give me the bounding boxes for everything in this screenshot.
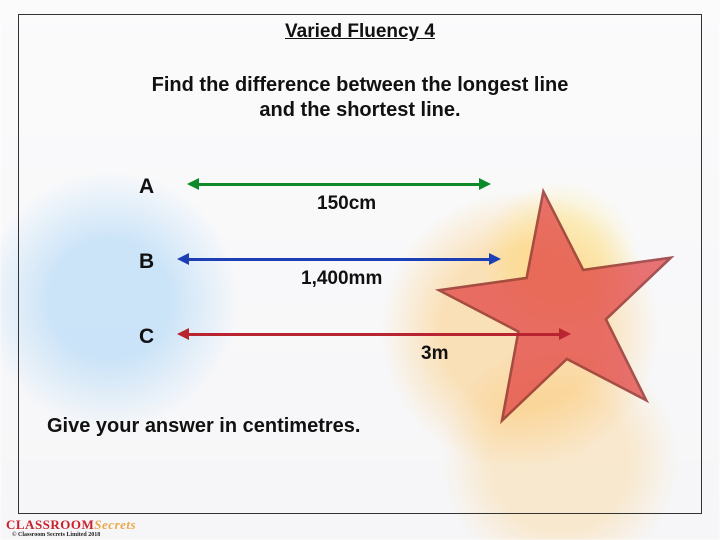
page-title: Varied Fluency 4 [19,21,701,43]
logo-word-1: CLASSROOM [6,517,94,532]
line-row-c: C 3m [139,325,581,400]
copyright-text: © Classroom Secrets Limited 2018 [12,532,100,538]
content-frame: Varied Fluency 4 Find the difference bet… [18,14,702,514]
line-a-label: A [139,175,154,199]
line-c-value: 3m [421,343,448,365]
line-b-value: 1,400mm [301,268,382,290]
line-row-a: A 150cm [139,175,581,250]
lines-container: A 150cm B 1,400mm C 3m [139,175,581,400]
answer-prompt: Give your answer in centimetres. [47,415,360,438]
line-b-arrow [189,258,489,261]
line-a-arrow [199,183,479,186]
line-c-label: C [139,325,154,349]
question-text: Find the difference between the longest … [19,73,701,123]
question-line-2: and the shortest line. [259,99,460,121]
brand-logo: CLASSROOMSecrets © Classroom Secrets Lim… [6,516,136,534]
line-a-value: 150cm [317,193,376,215]
line-b-label: B [139,250,154,274]
question-line-1: Find the difference between the longest … [152,74,569,96]
line-c-arrow [189,333,559,336]
line-row-b: B 1,400mm [139,250,581,325]
logo-word-2: Secrets [94,517,136,532]
